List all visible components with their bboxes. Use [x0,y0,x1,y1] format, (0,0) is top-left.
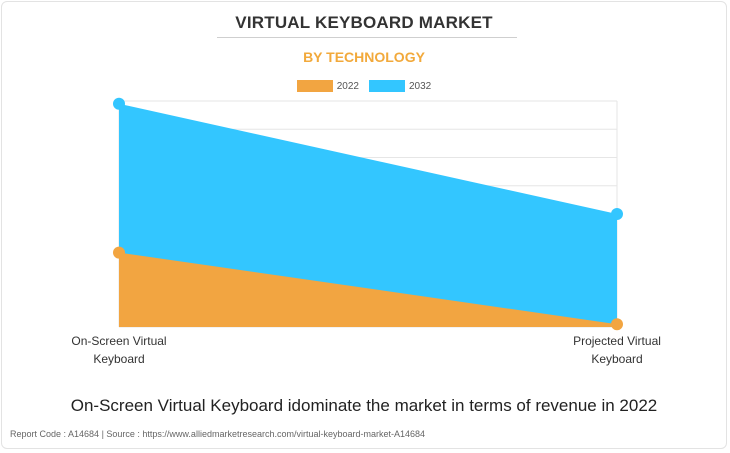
legend-label-2032: 2032 [409,80,432,92]
point-2032-0 [113,97,125,110]
area-series-2022 [119,252,617,327]
legend-item-2022[interactable]: 2022 [296,80,359,92]
chart-caption: On-Screen Virtual Keyboard idominate the… [70,396,658,415]
x-tick-label: Projected Virtual Keyboard [573,334,661,366]
area-chart: On-Screen Virtual Keyboard Projected Virtu… [71,97,661,366]
legend-swatch-2032 [369,80,405,92]
legend-label-2022: 2022 [336,80,359,92]
point-2022-1 [611,318,623,331]
x-tick-label: On-Screen Virtual Keyboard [71,334,166,366]
point-2032-1 [611,208,623,220]
legend-item-2032[interactable]: 2032 [369,80,431,92]
chart-title: VIRTUAL KEYBOARD MARKET [235,13,493,32]
chart-subtitle: BY TECHNOLOGY [303,49,425,65]
legend-swatch-2022 [296,80,333,92]
point-2022-0 [113,246,125,259]
title-divider [217,37,517,38]
legend: 2022 2032 [2,80,726,92]
source-footer: Report Code : A14684 | Source : https://… [10,429,426,439]
